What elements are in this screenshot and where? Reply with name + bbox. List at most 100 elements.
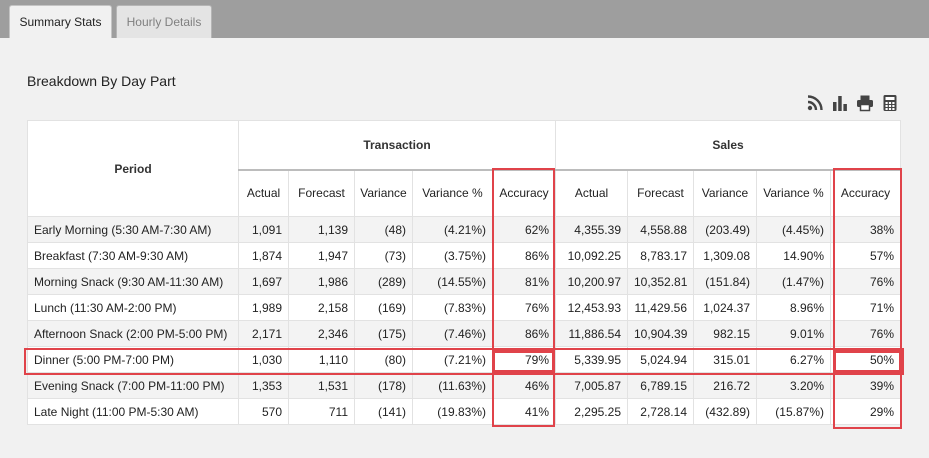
table-row: Dinner (5:00 PM-7:00 PM) 1,030 1,110 (80) (7…	[27, 346, 902, 373]
col-header-actual: Actual	[238, 169, 289, 217]
s-actual-cell: 4,355.39	[555, 216, 628, 243]
t-variance-pct-cell: (7.83%)	[412, 294, 493, 321]
period-cell: Evening Snack (7:00 PM-11:00 PM)	[27, 372, 239, 399]
s-actual-cell: 10,200.97	[555, 268, 628, 295]
t-variance-cell: (48)	[354, 216, 413, 243]
t-variance-cell: (80)	[354, 346, 413, 373]
period-cell: Early Morning (5:30 AM-7:30 AM)	[27, 216, 239, 243]
s-forecast-cell: 4,558.88	[627, 216, 694, 243]
s-accuracy-cell: 39%	[829, 372, 902, 399]
s-variance-cell: 315.01	[693, 346, 757, 373]
s-variance-pct-cell: 9.01%	[756, 320, 831, 347]
s-accuracy-cell: 57%	[829, 242, 902, 269]
calculator-icon[interactable]	[880, 93, 900, 113]
daypart-breakdown-table: Period Transaction Sales Actual Forecast…	[27, 120, 902, 425]
table-row: Evening Snack (7:00 PM-11:00 PM) 1,353 1,5…	[27, 372, 902, 399]
t-actual-cell: 1,874	[238, 242, 289, 269]
t-accuracy-cell: 86%	[492, 242, 556, 269]
s-variance-cell: 216.72	[693, 372, 757, 399]
section-title: Breakdown By Day Part	[27, 73, 176, 89]
period-cell: Afternoon Snack (2:00 PM-5:00 PM)	[27, 320, 239, 347]
s-variance-pct-cell: 14.90%	[756, 242, 831, 269]
col-header-accuracy: Accuracy	[492, 169, 556, 217]
table-row: Morning Snack (9:30 AM-11:30 AM) 1,697 1,9…	[27, 268, 902, 295]
col-header-variance-pct: Variance %	[756, 169, 831, 217]
s-variance-pct-cell: (15.87%)	[756, 398, 831, 425]
t-forecast-cell: 2,346	[288, 320, 355, 347]
t-variance-cell: (175)	[354, 320, 413, 347]
t-forecast-cell: 711	[288, 398, 355, 425]
s-actual-cell: 10,092.25	[555, 242, 628, 269]
s-actual-cell: 7,005.87	[555, 372, 628, 399]
s-variance-pct-cell: (1.47%)	[756, 268, 831, 295]
t-accuracy-cell: 86%	[492, 320, 556, 347]
rss-icon[interactable]	[805, 93, 825, 113]
t-variance-cell: (178)	[354, 372, 413, 399]
period-cell: Lunch (11:30 AM-2:00 PM)	[27, 294, 239, 321]
table-row: Late Night (11:00 PM-5:30 AM) 570 711 (141)…	[27, 398, 902, 425]
t-actual-cell: 1,030	[238, 346, 289, 373]
tab-bar: Summary Stats Hourly Details	[0, 0, 929, 38]
col-header-actual: Actual	[555, 169, 628, 217]
report-toolbar	[798, 92, 900, 114]
period-header: Period	[27, 120, 239, 217]
s-accuracy-cell: 71%	[829, 294, 902, 321]
s-forecast-cell: 10,904.39	[627, 320, 694, 347]
s-variance-pct-cell: 3.20%	[756, 372, 831, 399]
daypart-table-container: Period Transaction Sales Actual Forecast…	[27, 120, 902, 425]
t-forecast-cell: 1,110	[288, 346, 355, 373]
t-variance-cell: (289)	[354, 268, 413, 295]
t-variance-pct-cell: (14.55%)	[412, 268, 493, 295]
t-accuracy-cell: 76%	[492, 294, 556, 321]
col-header-variance-pct: Variance %	[412, 169, 493, 217]
s-accuracy-cell: 38%	[829, 216, 902, 243]
t-variance-pct-cell: (11.63%)	[412, 372, 493, 399]
period-cell: Late Night (11:00 PM-5:30 AM)	[27, 398, 239, 425]
s-variance-cell: 1,309.08	[693, 242, 757, 269]
s-variance-cell: (151.84)	[693, 268, 757, 295]
s-forecast-cell: 2,728.14	[627, 398, 694, 425]
table-row: Breakfast (7:30 AM-9:30 AM) 1,874 1,947 (73…	[27, 242, 902, 269]
col-header-accuracy: Accuracy	[829, 169, 902, 217]
s-variance-cell: (203.49)	[693, 216, 757, 243]
s-actual-cell: 11,886.54	[555, 320, 628, 347]
s-forecast-cell: 6,789.15	[627, 372, 694, 399]
tab-summary-stats[interactable]: Summary Stats	[9, 5, 112, 38]
t-actual-cell: 1,697	[238, 268, 289, 295]
tab-hourly-details[interactable]: Hourly Details	[116, 5, 212, 38]
t-variance-pct-cell: (19.83%)	[412, 398, 493, 425]
s-variance-pct-cell: 6.27%	[756, 346, 831, 373]
t-accuracy-cell: 79%	[492, 346, 556, 373]
s-forecast-cell: 5,024.94	[627, 346, 694, 373]
t-forecast-cell: 1,947	[288, 242, 355, 269]
bar-chart-icon[interactable]	[830, 93, 850, 113]
period-cell: Morning Snack (9:30 AM-11:30 AM)	[27, 268, 239, 295]
t-actual-cell: 2,171	[238, 320, 289, 347]
t-actual-cell: 1,989	[238, 294, 289, 321]
s-accuracy-cell: 29%	[829, 398, 902, 425]
s-variance-pct-cell: 8.96%	[756, 294, 831, 321]
t-variance-pct-cell: (4.21%)	[412, 216, 493, 243]
print-icon[interactable]	[855, 93, 875, 113]
t-accuracy-cell: 62%	[492, 216, 556, 243]
col-header-variance: Variance	[693, 169, 757, 217]
period-cell: Breakfast (7:30 AM-9:30 AM)	[27, 242, 239, 269]
s-forecast-cell: 11,429.56	[627, 294, 694, 321]
table-row: Afternoon Snack (2:00 PM-5:00 PM) 2,171 2,…	[27, 320, 902, 347]
col-header-forecast: Forecast	[288, 169, 355, 217]
t-actual-cell: 1,091	[238, 216, 289, 243]
s-variance-pct-cell: (4.45%)	[756, 216, 831, 243]
t-forecast-cell: 1,531	[288, 372, 355, 399]
s-forecast-cell: 10,352.81	[627, 268, 694, 295]
t-variance-pct-cell: (3.75%)	[412, 242, 493, 269]
s-accuracy-cell: 76%	[829, 268, 902, 295]
t-actual-cell: 1,353	[238, 372, 289, 399]
s-actual-cell: 12,453.93	[555, 294, 628, 321]
t-variance-pct-cell: (7.21%)	[412, 346, 493, 373]
t-variance-cell: (169)	[354, 294, 413, 321]
t-accuracy-cell: 41%	[492, 398, 556, 425]
s-accuracy-cell: 76%	[829, 320, 902, 347]
t-accuracy-cell: 81%	[492, 268, 556, 295]
t-variance-pct-cell: (7.46%)	[412, 320, 493, 347]
t-accuracy-cell: 46%	[492, 372, 556, 399]
